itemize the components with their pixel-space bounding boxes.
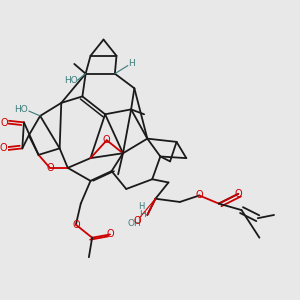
Text: H: H <box>138 202 144 211</box>
Text: H: H <box>139 211 146 220</box>
Text: O: O <box>72 220 80 230</box>
Text: O: O <box>134 217 141 226</box>
Text: OH: OH <box>128 219 141 228</box>
Text: HO: HO <box>64 76 78 85</box>
Text: O: O <box>46 163 54 173</box>
Text: O: O <box>235 189 242 199</box>
Text: O: O <box>0 143 7 153</box>
Text: O: O <box>106 230 114 239</box>
Text: HO: HO <box>14 105 28 114</box>
Text: O: O <box>196 190 203 200</box>
Text: O: O <box>103 135 111 145</box>
Text: O: O <box>1 118 8 128</box>
Text: H: H <box>128 59 134 68</box>
